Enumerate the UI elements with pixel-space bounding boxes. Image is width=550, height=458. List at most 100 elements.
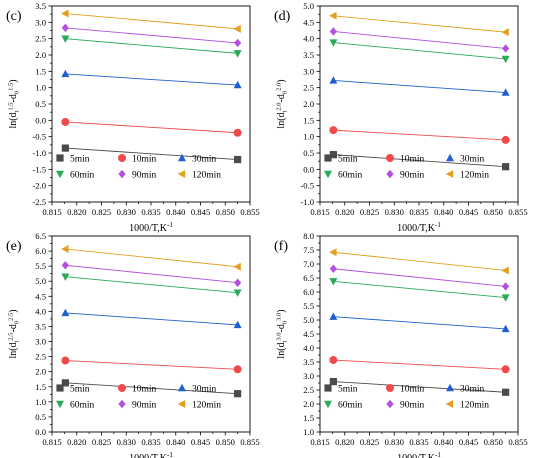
- x-tick-label: 0.845: [459, 207, 478, 217]
- data-point-10min: [233, 365, 242, 374]
- fit-line-120min: [333, 15, 506, 33]
- fit-line-90min: [333, 268, 506, 287]
- data-point-10min: [501, 135, 510, 144]
- y-axis-title-part: t: [14, 340, 21, 342]
- y-tick-label: 2.5: [35, 34, 46, 44]
- legend-label-90min: 90min: [132, 401, 157, 411]
- data-point-120min: [61, 244, 69, 253]
- y-tick-label: -0.5: [300, 181, 314, 191]
- series-10min: [329, 126, 510, 144]
- y-tick-label: 6.5: [303, 273, 314, 283]
- series-30min: [329, 312, 510, 333]
- x-tick-label: 0.815: [310, 437, 329, 447]
- y-axis-title-part: 0: [282, 321, 289, 324]
- legend-label-60min: 60min: [338, 401, 363, 411]
- data-point-30min: [329, 76, 338, 84]
- y-tick-label: 3.5: [303, 50, 314, 60]
- legend-label-10min: 10min: [132, 155, 157, 165]
- x-tick-label: 0.855: [240, 437, 259, 447]
- legend: 5min 10min 30min 60min 90min 120min: [324, 153, 489, 181]
- series-10min: [61, 117, 242, 137]
- y-tick-label: 1.0: [35, 397, 46, 407]
- x-tick-label: 0.830: [117, 207, 136, 217]
- legend-marker-5min: [324, 384, 332, 392]
- y-tick-label: -2.0: [32, 181, 46, 191]
- legend-marker-10min: [386, 154, 394, 162]
- fit-line-60min: [333, 280, 506, 299]
- y-axis-title-part: ln(d: [8, 112, 19, 128]
- fit-line-120min: [333, 251, 506, 271]
- legend-marker-90min: [118, 169, 126, 179]
- data-point-30min: [61, 308, 70, 317]
- y-tick-label: 3.0: [303, 371, 314, 381]
- series-90min: [61, 23, 242, 48]
- legend-label-5min: 5min: [338, 155, 358, 165]
- legend-label-120min: 120min: [460, 401, 489, 411]
- legend-marker-120min: [445, 400, 454, 408]
- series-30min: [329, 76, 510, 96]
- x-tick-label: 0.820: [335, 437, 354, 447]
- y-tick-label: 2.0: [35, 367, 46, 377]
- y-axis-title-part: 2.0: [276, 103, 283, 111]
- fit-line-60min: [65, 276, 238, 294]
- legend-marker-30min: [178, 383, 186, 392]
- data-point-90min: [234, 38, 242, 48]
- x-tick-label: 0.855: [508, 437, 527, 447]
- y-tick-label: 0.0: [35, 115, 46, 125]
- data-point-10min: [61, 356, 70, 365]
- fit-line-30min: [65, 73, 238, 86]
- series-120min: [329, 11, 509, 37]
- y-axis-title: ln(dt3.0-d03.0): [276, 309, 289, 358]
- x-tick-label: 0.815: [310, 207, 329, 217]
- legend-marker-90min: [386, 169, 394, 179]
- y-tick-label: 2.0: [303, 99, 314, 109]
- legend-marker-10min: [118, 154, 126, 162]
- chart-panel-c: 0.815 0.820 0.825 0.830 0.835 0.840 0.845 0.850…: [8, 1, 260, 234]
- y-axis-title: ln(dt2.5-d02.5): [8, 309, 21, 358]
- x-tick-label: 0.830: [117, 437, 136, 447]
- data-point-30min: [501, 324, 510, 333]
- legend-marker-30min: [446, 153, 454, 162]
- x-tick-label: 0.825: [92, 437, 111, 447]
- x-axis-title-text: 1000/T,K: [397, 453, 436, 458]
- y-axis-title-part: ): [276, 309, 287, 312]
- y-axis-title-part: 1.5: [8, 103, 15, 111]
- y-tick-label: 5.0: [303, 1, 314, 11]
- x-tick-label: 0.850: [484, 207, 503, 217]
- y-axis-title-part: ln(d: [276, 112, 287, 128]
- fit-line-10min: [65, 121, 238, 134]
- legend-marker-5min: [56, 154, 64, 162]
- x-tick-label: 0.835: [141, 437, 160, 447]
- legend-marker-30min: [446, 383, 454, 392]
- legend-marker-90min: [118, 399, 126, 409]
- y-axis-title-part: t: [282, 110, 289, 112]
- legend: 5min 10min 30min 60min 90min 120min: [56, 383, 221, 411]
- x-axis-title: 1000/T,K-1: [129, 451, 173, 458]
- legend-label-60min: 60min: [338, 171, 363, 181]
- x-tick-label: 0.815: [42, 437, 61, 447]
- fit-line-90min: [65, 27, 238, 44]
- legend: 5min 10min 30min 60min 90min 120min: [324, 383, 489, 411]
- y-tick-label: 0.0: [303, 164, 314, 174]
- data-point-5min: [234, 390, 242, 398]
- y-axis-title-part: 2.0: [276, 83, 283, 91]
- data-point-120min: [501, 28, 509, 37]
- x-tick-label: 0.815: [42, 207, 61, 217]
- data-point-30min: [61, 69, 70, 78]
- y-axis-title-part: 0: [282, 91, 289, 94]
- data-point-90min: [329, 264, 337, 273]
- x-tick-label: 0.820: [67, 207, 86, 217]
- series-5min: [61, 379, 242, 398]
- legend-label-120min: 120min: [192, 401, 221, 411]
- x-tick-label: 0.845: [191, 207, 210, 217]
- legend-marker-60min: [56, 400, 64, 409]
- x-axis-title-text: 1000/T,K: [129, 223, 168, 234]
- y-tick-label: -1.0: [300, 197, 314, 207]
- y-tick-label: -2.5: [32, 197, 46, 207]
- data-point-5min: [329, 378, 337, 386]
- data-point-60min: [329, 39, 338, 47]
- legend-label-120min: 120min: [192, 171, 221, 181]
- x-axis-title-text: 1000/T,K: [129, 453, 168, 458]
- data-point-5min: [502, 163, 510, 171]
- data-point-60min: [233, 289, 242, 297]
